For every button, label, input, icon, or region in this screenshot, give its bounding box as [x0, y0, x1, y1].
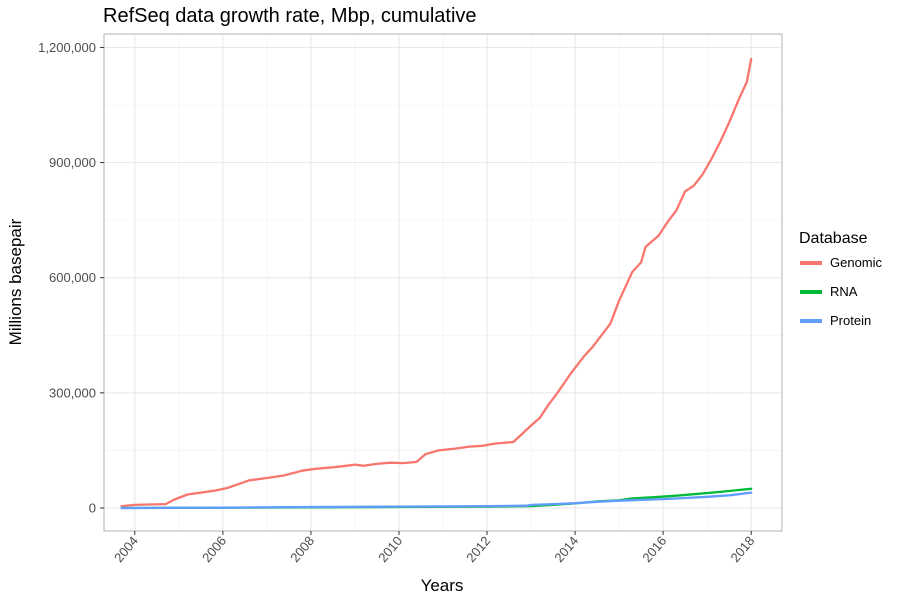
- y-tick-label: 1,200,000: [38, 40, 96, 55]
- x-tick-label: 2018: [727, 533, 757, 565]
- legend-label: Protein: [830, 313, 872, 328]
- y-axis-label: Millions basepair: [6, 218, 25, 345]
- x-tick-label: 2012: [463, 533, 493, 565]
- y-tick-label: 300,000: [49, 385, 96, 400]
- legend-swatch: [800, 290, 822, 294]
- legend-swatch: [800, 319, 822, 323]
- y-tick-label: 900,000: [49, 155, 96, 170]
- x-tick-label: 2004: [111, 533, 141, 565]
- series-lines: [120, 57, 753, 510]
- x-tick-label: 2008: [287, 533, 317, 565]
- axes: 0 300,000 600,000 900,000 1,200,000 2004 2006 2…: [38, 40, 757, 565]
- series-line-genomic: [120, 57, 753, 508]
- x-tick-label: 2014: [551, 533, 581, 565]
- y-tick-label: 0: [89, 500, 96, 515]
- legend-label: Genomic: [830, 255, 883, 270]
- y-tick-label: 600,000: [49, 270, 96, 285]
- x-tick-label: 2010: [375, 533, 405, 565]
- legend-swatch: [800, 261, 822, 265]
- x-axis-label: Years: [421, 576, 464, 595]
- x-tick-label: 2006: [199, 533, 229, 565]
- legend-label: RNA: [830, 284, 858, 299]
- legend-title: Database: [799, 230, 868, 247]
- grid: [104, 34, 782, 531]
- series-line-protein: [120, 491, 753, 510]
- x-tick-label: 2016: [639, 533, 669, 565]
- plot-panel-border: [103, 33, 783, 532]
- chart-title: RefSeq data growth rate, Mbp, cumulative: [103, 5, 477, 27]
